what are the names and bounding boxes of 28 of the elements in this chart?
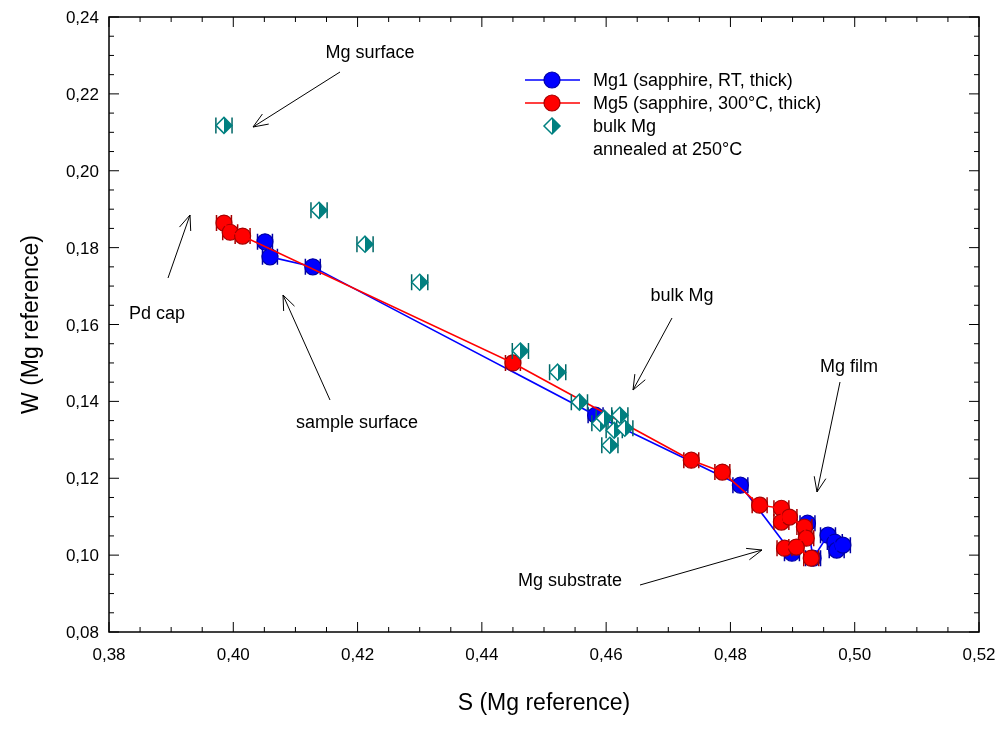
- y-tick-label: 0,20: [65, 161, 99, 181]
- y-tick-label: 0,16: [65, 315, 99, 335]
- y-tick-label: 0,12: [65, 469, 99, 489]
- x-tick-label: 0,46: [589, 645, 623, 664]
- y-axis-title: W (Mg reference): [17, 235, 43, 414]
- x-tick-label: 0,52: [962, 645, 996, 664]
- legend-label: Mg1 (sapphire, RT, thick): [593, 70, 793, 90]
- annotation: Mg surface: [325, 42, 415, 62]
- x-tick-label: 0,44: [465, 645, 499, 664]
- annotation: sample surface: [295, 412, 419, 432]
- x-axis-title: S (Mg reference): [457, 689, 631, 715]
- annotation: Pd cap: [128, 303, 186, 323]
- annotation: Mg film: [820, 356, 878, 376]
- y-tick-label: 0,22: [65, 84, 99, 104]
- x-tick-label: 0,38: [92, 645, 126, 664]
- y-tick-label: 0,18: [65, 238, 99, 258]
- y-tick-label: 0,08: [65, 623, 99, 642]
- legend-label: Mg5 (sapphire, 300°C, thick): [593, 93, 822, 113]
- annotation: bulk Mg: [650, 285, 714, 305]
- legend-label: bulk Mg annealed at 250°C: [593, 116, 743, 159]
- x-tick-label: 0,50: [838, 645, 872, 664]
- y-tick-label: 0,24: [65, 8, 99, 27]
- x-tick-label: 0,42: [341, 645, 375, 664]
- x-tick-label: 0,48: [713, 645, 747, 664]
- y-tick-label: 0,14: [65, 392, 99, 412]
- y-tick-label: 0,10: [65, 546, 99, 566]
- x-tick-label: 0,40: [216, 645, 250, 664]
- annotation: Mg substrate: [517, 570, 623, 590]
